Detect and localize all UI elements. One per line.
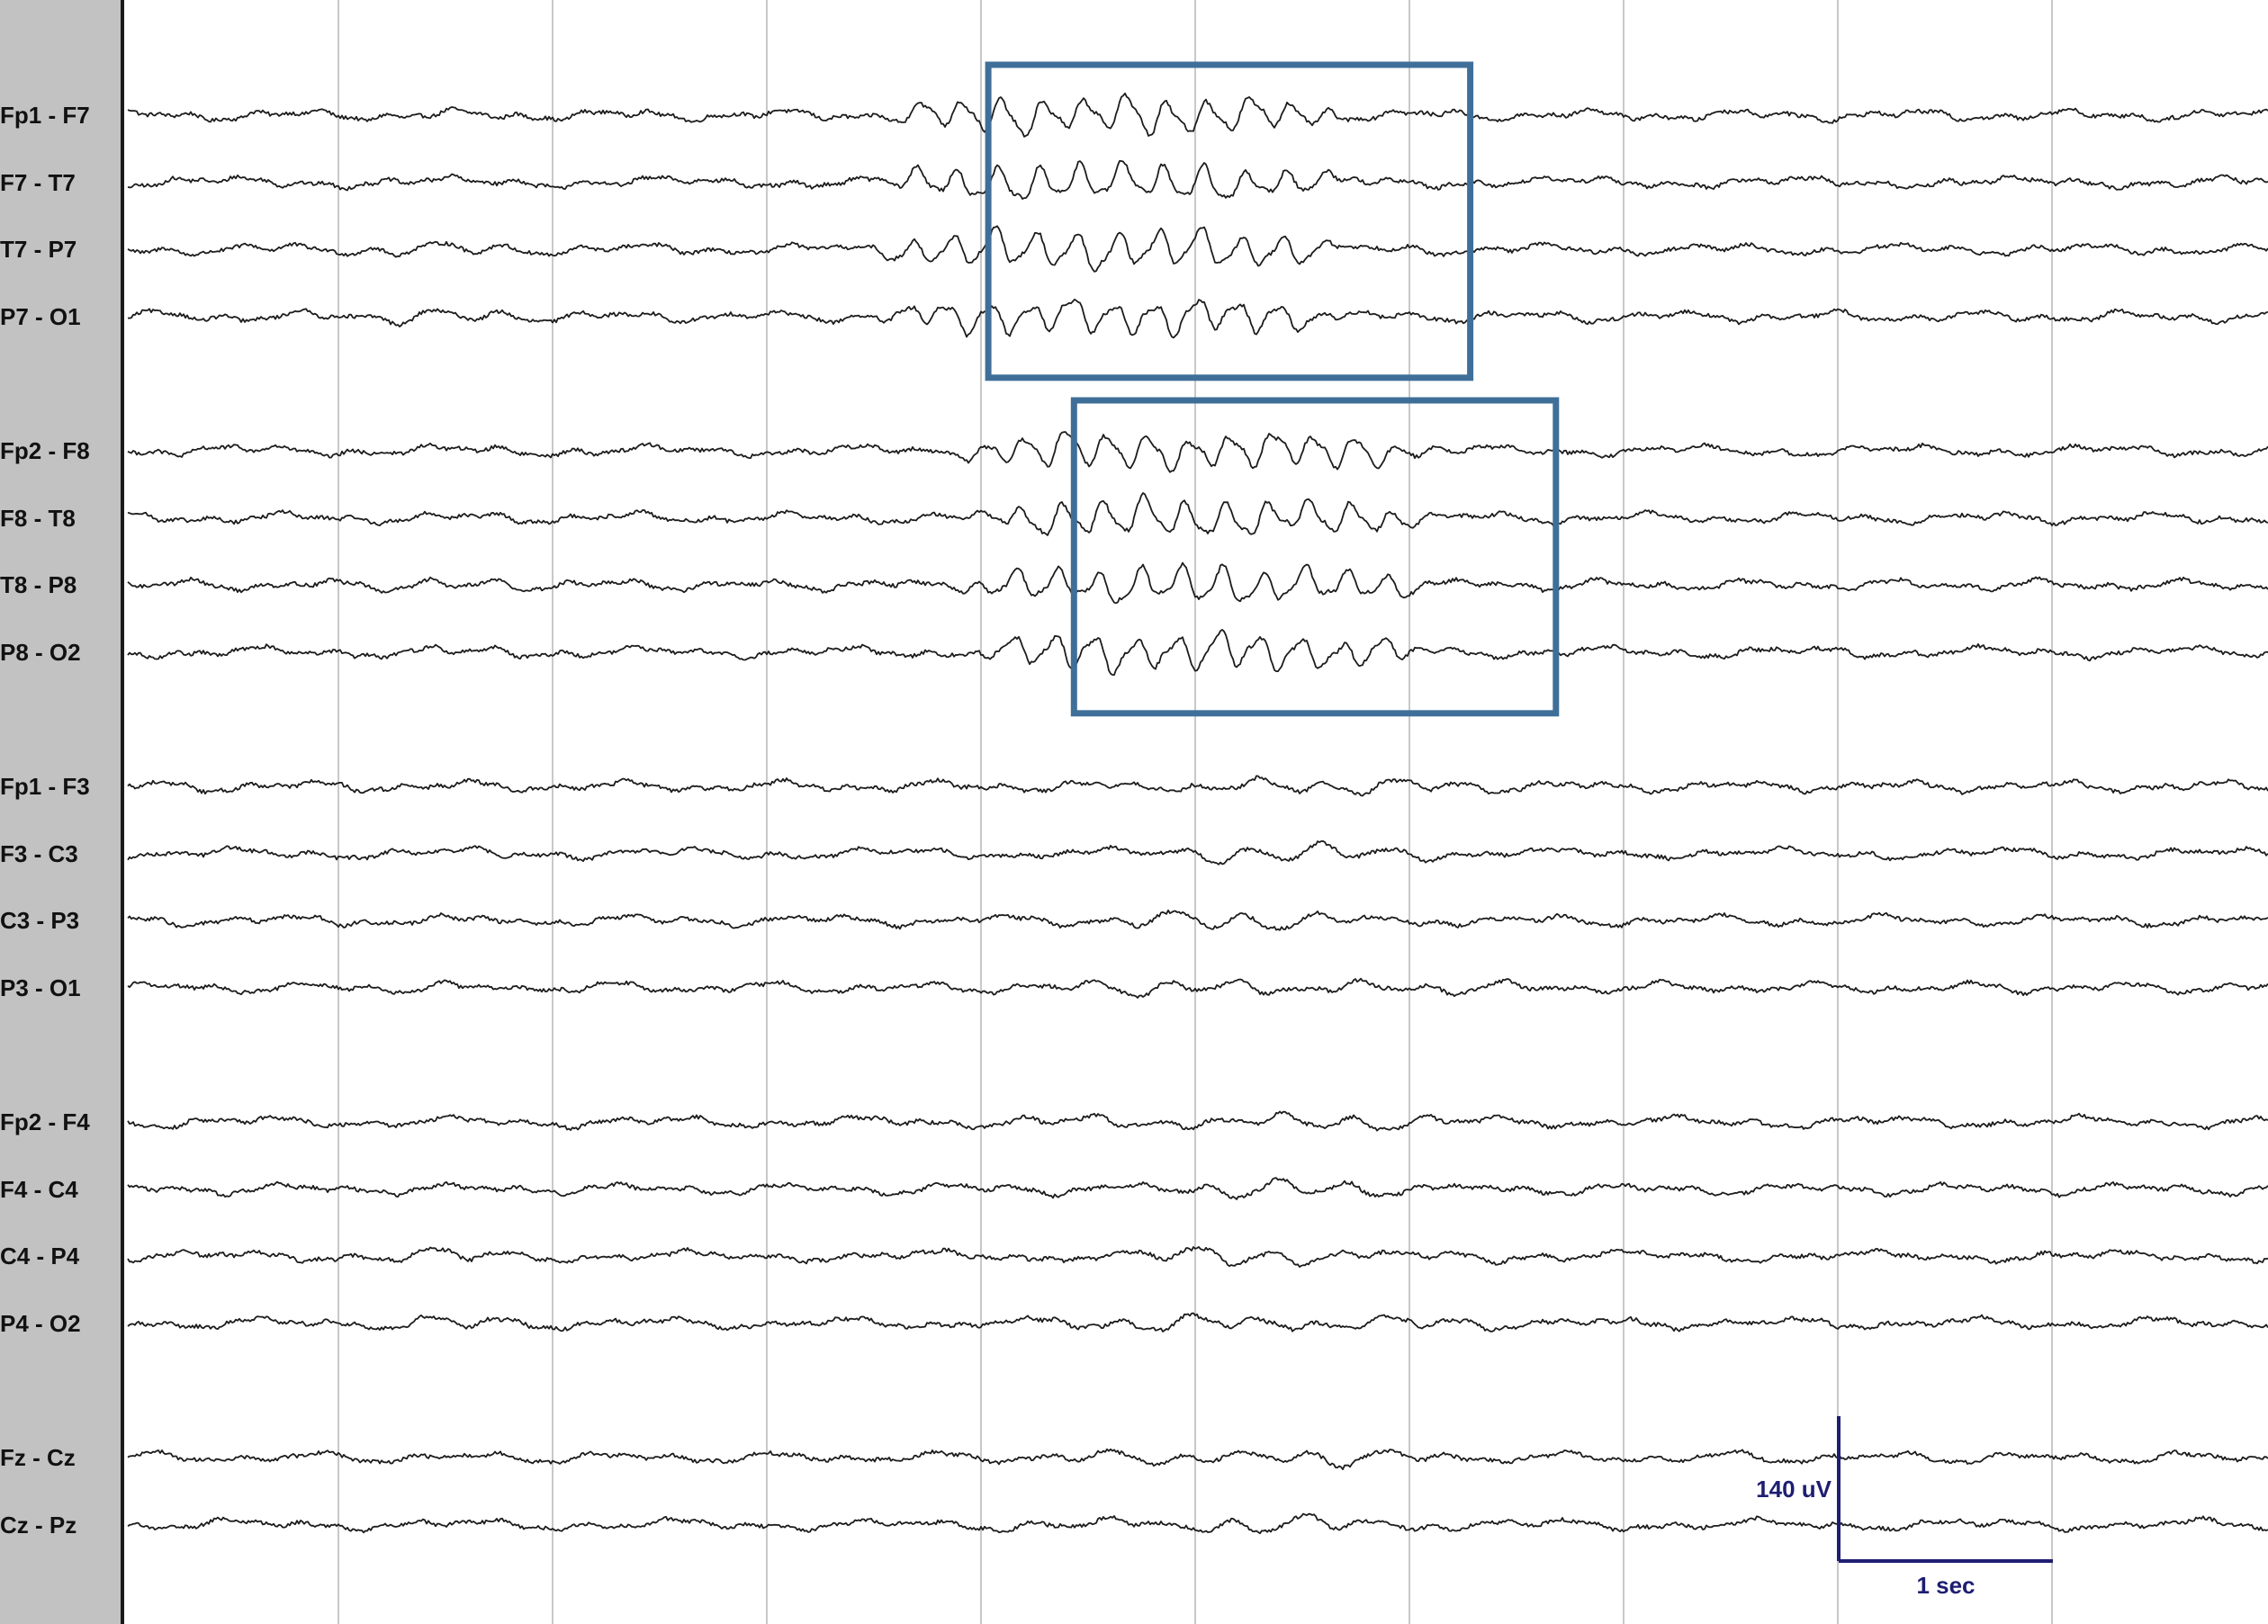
scale-bar: 140 uV 1 sec (1756, 1416, 2053, 1599)
trace-f3-c3 (127, 840, 2268, 866)
trace-c4-p4 (127, 1246, 2268, 1268)
trace-f7-t7 (127, 160, 2268, 200)
channel-label-fp2-f4[interactable]: Fp2 - F4 (0, 1108, 90, 1135)
channel-label-p4-o2[interactable]: P4 - O2 (0, 1309, 81, 1337)
trace-fp1-f7 (127, 92, 2268, 138)
trace-p8-o2 (127, 629, 2268, 676)
trace-f8-t8 (127, 492, 2268, 536)
panel-divider[interactable] (121, 0, 124, 1624)
channel-label-fz-cz[interactable]: Fz - Cz (0, 1444, 76, 1471)
time-gridlines (338, 0, 2053, 1624)
right-hemisphere-discharge-box[interactable] (1070, 397, 1560, 717)
left-hemisphere-discharge-box[interactable] (985, 61, 1474, 381)
trace-fp2-f8 (127, 431, 2268, 473)
channel-label-fp1-f3[interactable]: Fp1 - F3 (0, 773, 90, 800)
channel-label-p7-o1[interactable]: P7 - O1 (0, 302, 81, 330)
channel-label-f3-c3[interactable]: F3 - C3 (0, 839, 78, 867)
trace-t8-p8 (127, 561, 2268, 605)
trace-p3-o1 (127, 977, 2268, 999)
channel-label-f7-t7[interactable]: F7 - T7 (0, 168, 76, 196)
channel-label-c3-p3[interactable]: C3 - P3 (0, 907, 80, 935)
channel-label-t8-p8[interactable]: T8 - P8 (0, 571, 77, 599)
channel-label-panel: Fp1 - F7 F7 - T7 T7 - P7 P7 - O1 Fp2 - F… (0, 0, 121, 1624)
trace-fp1-f3 (127, 775, 2268, 797)
eeg-traces (127, 92, 2268, 1535)
channel-label-f8-t8[interactable]: F8 - T8 (0, 504, 76, 532)
channel-label-cz-pz[interactable]: Cz - Pz (0, 1511, 77, 1539)
trace-c3-p3 (127, 909, 2268, 931)
channel-label-f4-c4[interactable]: F4 - C4 (0, 1175, 78, 1203)
annotation-layer (985, 61, 1560, 717)
trace-t7-p7 (127, 225, 2268, 273)
scale-bar-amplitude-label: 140 uV (1756, 1476, 1832, 1503)
channel-label-c4-p4[interactable]: C4 - P4 (0, 1243, 80, 1270)
trace-f4-c4 (127, 1177, 2268, 1200)
channel-label-fp1-f7[interactable]: Fp1 - F7 (0, 102, 90, 129)
trace-p7-o1 (127, 298, 2268, 339)
channel-label-fp2-f8[interactable]: Fp2 - F8 (0, 437, 90, 464)
channel-label-t7-p7[interactable]: T7 - P7 (0, 236, 77, 264)
trace-p4-o2 (127, 1312, 2268, 1332)
channel-label-p8-o2[interactable]: P8 - O2 (0, 638, 81, 666)
trace-fz-cz (127, 1448, 2268, 1470)
trace-fp2-f4 (127, 1110, 2268, 1132)
channel-label-p3-o1[interactable]: P3 - O1 (0, 974, 81, 1001)
trace-cz-pz (127, 1512, 2268, 1535)
scale-bar-time-label: 1 sec (1916, 1572, 1975, 1599)
